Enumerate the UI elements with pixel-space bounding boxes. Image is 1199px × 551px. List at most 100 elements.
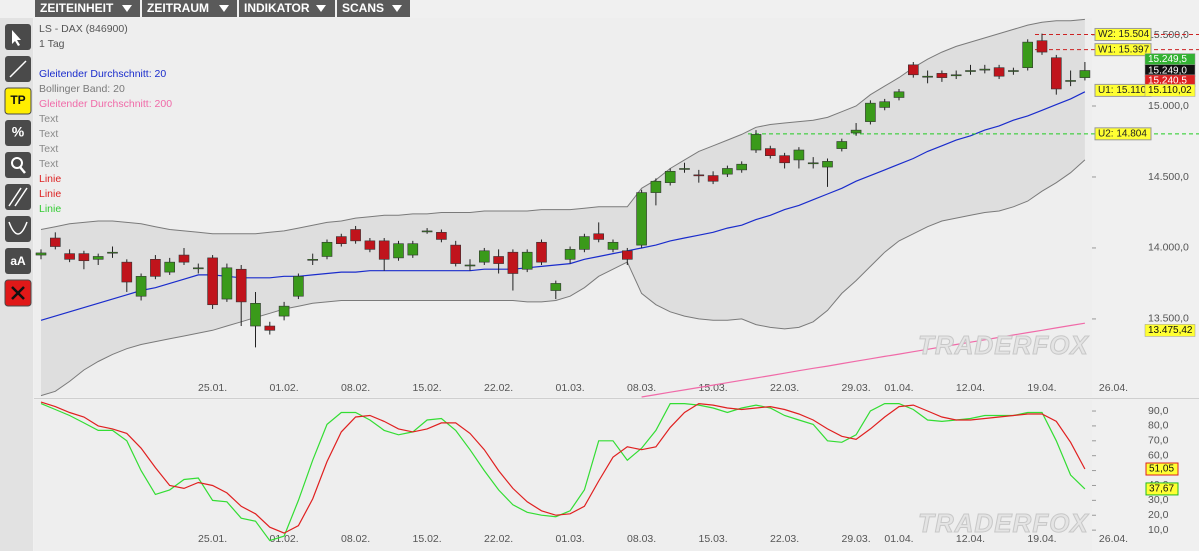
tool-label[interactable]: TP	[10, 93, 25, 107]
price-tag	[1145, 482, 1179, 496]
band-lower	[40, 159, 1086, 397]
y-tick-label: 20,0	[1148, 509, 1169, 521]
candle-body	[421, 230, 433, 233]
x-tick-label: 08.02.	[341, 533, 370, 545]
candle-body	[707, 175, 719, 182]
tool-label[interactable]: %	[12, 124, 25, 140]
menu-bar: ZEITEINHEIT ZEITRAUM INDIKATOR SCANS	[35, 0, 410, 17]
watermark: TRADERFOX	[918, 330, 1089, 360]
candle-body	[478, 250, 490, 263]
candle-body	[278, 305, 290, 317]
tool-button[interactable]	[5, 248, 31, 274]
y-tick-label: 14.000,0	[1148, 242, 1189, 254]
level-label: U1: 15.110	[1098, 85, 1147, 96]
candle-body	[550, 283, 562, 291]
chart-subtitle: 1 Tag	[39, 38, 65, 50]
tool-icon	[12, 30, 21, 46]
candle-body	[650, 180, 662, 193]
tool-icon	[19, 166, 26, 174]
tool-button[interactable]	[5, 152, 31, 178]
oscillator-panel	[34, 400, 1092, 551]
candle-body	[335, 236, 347, 244]
candle-body	[450, 244, 462, 264]
x-tick-label: 01.02.	[269, 382, 298, 394]
tool-button[interactable]	[5, 120, 31, 146]
candle-body	[764, 148, 776, 156]
legend-entry: Bollinger Band: 20	[39, 83, 125, 95]
candle-body	[965, 70, 976, 72]
tool-icon	[8, 187, 28, 207]
y-tick-label: 14.500,0	[1148, 171, 1189, 183]
candle-body	[850, 129, 862, 134]
candle-body	[235, 268, 247, 303]
x-tick-label: 25.01.	[198, 533, 227, 545]
price-tag-label: 15.110,02	[1148, 85, 1192, 96]
candle-body	[264, 325, 276, 331]
y-tick-label: 90,0	[1148, 405, 1169, 417]
candle-body	[722, 168, 733, 175]
candle-body	[593, 233, 605, 240]
candle-body	[293, 276, 304, 297]
menu-label[interactable]: SCANS	[342, 1, 384, 15]
tool-button[interactable]	[5, 216, 31, 242]
band-fill	[41, 19, 1085, 396]
candle-body	[407, 243, 419, 256]
candle-body	[950, 74, 962, 77]
menu-label[interactable]: ZEITEINHEIT	[40, 1, 114, 15]
tool-button[interactable]	[5, 184, 31, 210]
menu-item[interactable]	[337, 0, 410, 17]
candle-body	[664, 171, 676, 183]
candle-body	[1008, 70, 1019, 72]
menu-label[interactable]: INDIKATOR	[244, 1, 310, 15]
candle-body	[250, 303, 261, 327]
candle-body	[1079, 70, 1091, 78]
tool-button[interactable]	[4, 87, 32, 115]
candle-body	[107, 251, 118, 254]
x-tick-label: 15.03.	[698, 533, 727, 545]
x-tick-label: 12.04.	[956, 533, 985, 545]
x-tick-label: 01.02.	[269, 533, 298, 545]
candle-body	[121, 261, 133, 283]
legend-entry: Text	[39, 143, 58, 155]
candle-body	[493, 256, 504, 264]
legend-entry: Linie	[39, 173, 61, 185]
tool-label[interactable]: aA	[10, 254, 26, 268]
x-tick-label: 12.04.	[956, 382, 985, 394]
menu-item[interactable]	[142, 0, 237, 17]
candle-body	[822, 161, 833, 168]
x-tick-label: 08.03.	[627, 533, 656, 545]
candle-body	[922, 75, 933, 78]
y-tick-label: 70,0	[1148, 435, 1169, 447]
candle-body	[693, 174, 705, 177]
x-tick-label: 26.04.	[1099, 382, 1128, 394]
candle-body	[536, 241, 547, 263]
candle-body	[936, 73, 948, 78]
x-tick-label: 29.03.	[841, 533, 870, 545]
candle-body	[836, 141, 848, 149]
menu-item[interactable]	[35, 0, 140, 17]
legend-entry: Text	[39, 128, 58, 140]
y-tick-label: 80,0	[1148, 420, 1169, 432]
x-tick-label: 01.03.	[555, 382, 584, 394]
legend-entry: Linie	[39, 203, 61, 215]
tool-icon	[9, 60, 27, 78]
menu-label[interactable]: ZEITRAUM	[147, 1, 209, 15]
candle-body	[564, 249, 576, 260]
tool-icon	[8, 221, 28, 235]
price-tag-label: 15.249,0	[1148, 65, 1187, 76]
x-tick-label: 22.03.	[770, 382, 799, 394]
x-tick-label: 22.02.	[484, 533, 513, 545]
x-tick-label: 01.03.	[555, 533, 584, 545]
candle-body	[164, 261, 175, 273]
candle-body	[521, 251, 533, 270]
candle-body	[507, 251, 519, 274]
candle-body	[621, 250, 633, 260]
level-label: W2: 15.504	[1098, 29, 1150, 40]
candle-body	[907, 64, 919, 76]
candle-body	[436, 232, 447, 240]
menu-item[interactable]	[239, 0, 335, 17]
candle-body	[736, 163, 748, 171]
watermark: TRADERFOX	[918, 508, 1089, 538]
candle-body	[78, 253, 90, 262]
candle-body	[135, 276, 147, 297]
